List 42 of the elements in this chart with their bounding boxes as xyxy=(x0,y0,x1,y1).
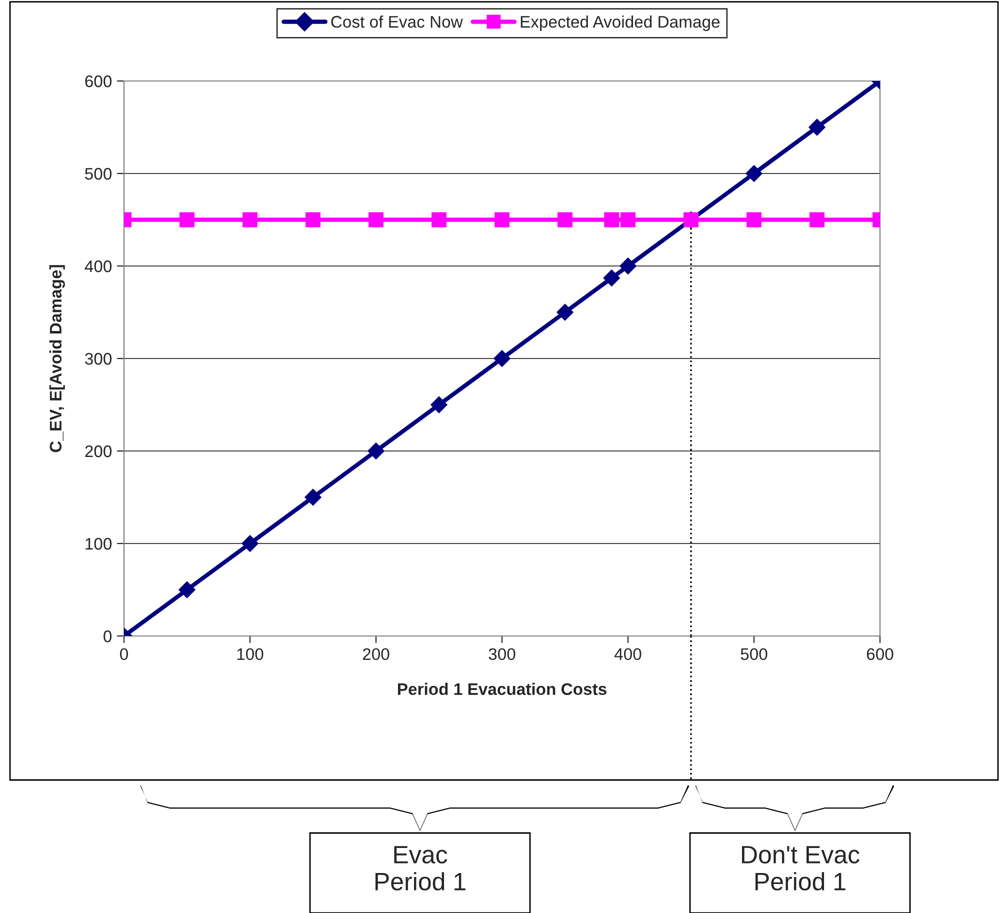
y-tick-label: 600 xyxy=(85,75,112,88)
x-tick-label: 200 xyxy=(362,648,390,660)
x-tick-label: 500 xyxy=(740,648,768,660)
point xyxy=(430,396,448,414)
x-tick-label: 0 xyxy=(120,648,128,660)
y-tick-label: 100 xyxy=(86,538,112,550)
text: Evac Period 1 xyxy=(375,846,466,890)
point xyxy=(494,212,510,228)
point xyxy=(368,442,384,460)
x-tick-label: 600 xyxy=(866,648,894,660)
point xyxy=(178,581,196,598)
y-axis-title: C_EV, E[Avoid Damage] xyxy=(49,265,65,452)
point xyxy=(603,270,620,286)
point xyxy=(432,212,446,228)
point xyxy=(620,212,636,228)
point xyxy=(808,118,826,136)
point xyxy=(558,212,572,228)
point xyxy=(556,304,574,321)
point xyxy=(306,212,320,228)
legend-label: Expected Avoided Damage xyxy=(520,15,720,32)
point xyxy=(746,212,762,228)
legend-label: Cost of Evac Now xyxy=(331,16,463,28)
point xyxy=(604,212,620,228)
x-tick-label: 100 xyxy=(237,648,264,660)
point xyxy=(242,212,258,228)
y-tick-label: 200 xyxy=(85,445,112,458)
x-tick-label: 300 xyxy=(488,648,516,660)
point xyxy=(810,212,824,228)
y-tick-label: 0 xyxy=(104,630,112,642)
y-tick-label: 400 xyxy=(84,260,112,272)
x-tick-label: 400 xyxy=(614,648,642,660)
point xyxy=(620,258,636,274)
x-axis-title: Period 1 Evacuation Costs xyxy=(398,682,606,696)
point xyxy=(368,212,384,228)
text: Don't Evac Period 1 xyxy=(742,846,860,890)
y-tick-label: 500 xyxy=(85,168,112,180)
y-tick-label: 300 xyxy=(85,352,112,365)
point xyxy=(242,535,258,552)
point xyxy=(494,350,510,367)
point xyxy=(746,165,762,182)
point xyxy=(304,488,322,506)
point xyxy=(180,212,194,228)
